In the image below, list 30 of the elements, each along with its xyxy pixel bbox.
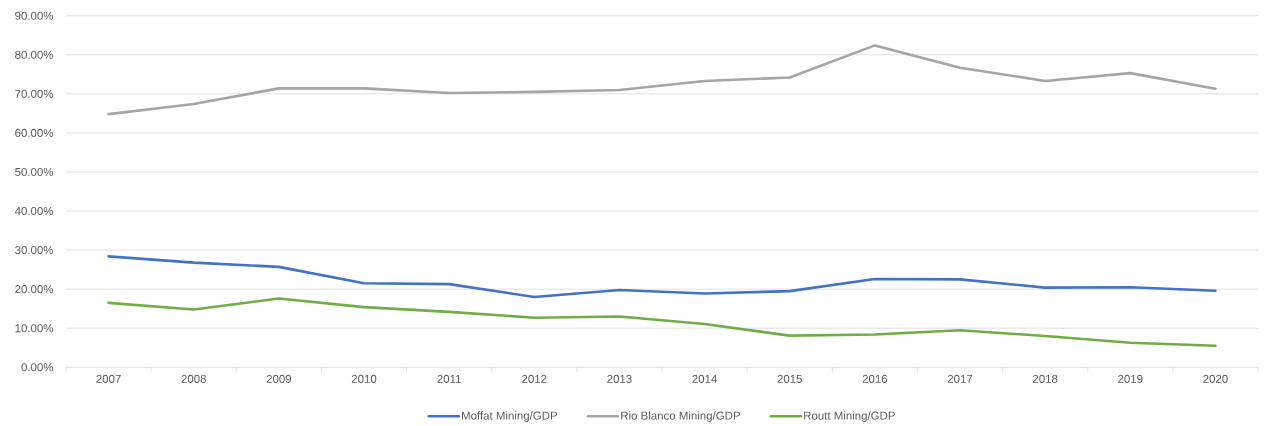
y-tick-label: 70.00% — [15, 89, 54, 98]
x-tick-label: 2015 — [777, 374, 802, 383]
x-tick-label: 2008 — [181, 374, 206, 383]
x-tick-label: 2007 — [96, 374, 121, 383]
y-tick-label: 20.00% — [15, 285, 54, 294]
x-tick-label: 2016 — [862, 374, 888, 383]
x-tick-label: 2012 — [522, 374, 547, 383]
line-series — [107, 297, 1217, 348]
x-tick-label: 2011 — [437, 374, 461, 383]
line-series — [107, 44, 1217, 116]
x-tick-label: 2014 — [692, 374, 717, 383]
y-tick-label: 30.00% — [15, 246, 54, 255]
y-tick-label: 0.00% — [21, 363, 54, 372]
line-series — [107, 255, 1217, 299]
legend-label: Rio Blanco Mining/GDP — [621, 411, 740, 422]
y-tick-label: 90.00% — [15, 11, 54, 20]
x-tick-label: 2019 — [1118, 374, 1143, 383]
y-tick-label: 40.00% — [14, 206, 54, 216]
legend-label: Routt Mining/GDP — [804, 411, 895, 422]
x-tick-label: 2020 — [1203, 374, 1228, 383]
y-tick-label: 50.00% — [15, 167, 54, 177]
x-tick-label: 2009 — [266, 374, 292, 383]
y-tick-label: 80.00% — [15, 50, 54, 59]
legend-label: Moffat Mining/GDP — [462, 411, 558, 422]
x-tick-label: 2013 — [607, 374, 632, 383]
y-tick-label: 60.00% — [15, 128, 54, 137]
x-tick-label: 2017 — [947, 374, 973, 383]
x-tick-label: 2018 — [1032, 374, 1058, 383]
x-tick-label: 2010 — [351, 374, 377, 383]
y-tick-label: 10.00% — [15, 324, 54, 333]
